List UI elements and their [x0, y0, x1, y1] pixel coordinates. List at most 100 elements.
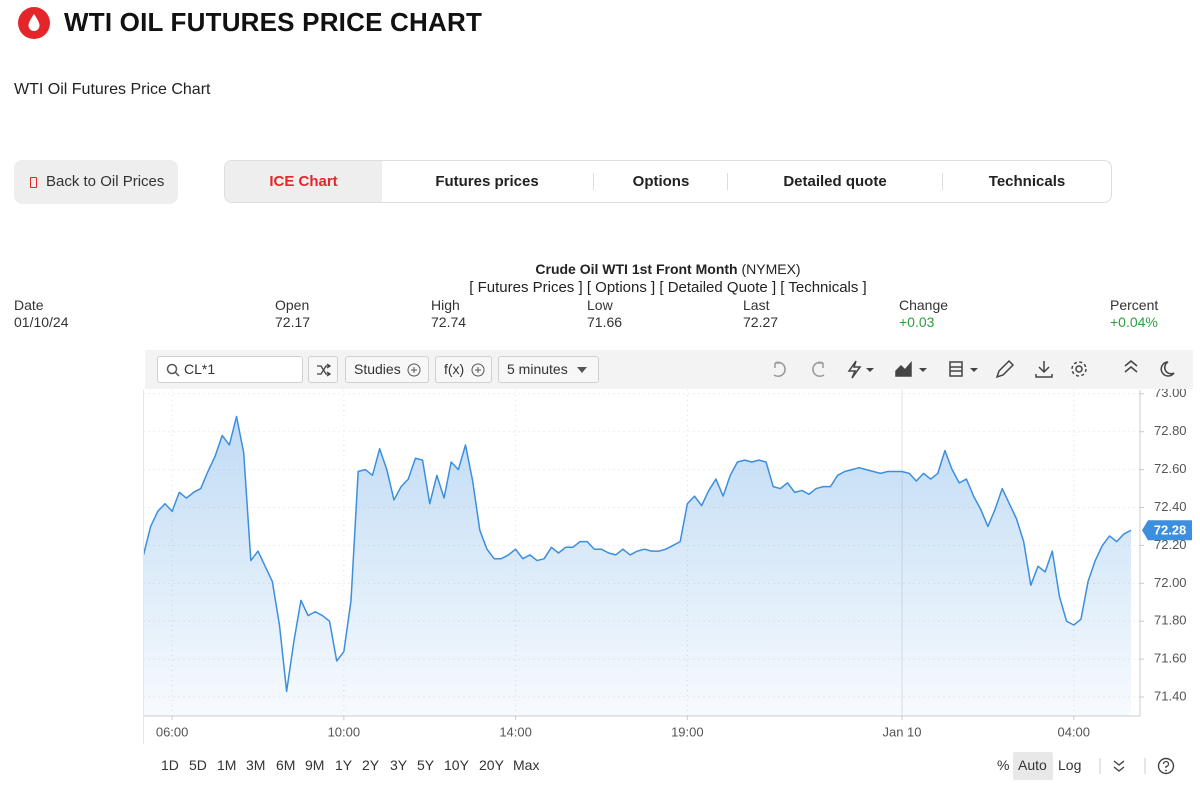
help-icon[interactable]: [1157, 757, 1175, 775]
tab[interactable]: Detailed quote: [783, 173, 887, 190]
scale-button[interactable]: %: [997, 757, 1010, 773]
compare-button[interactable]: [308, 356, 338, 383]
tab[interactable]: Technicals: [988, 173, 1066, 190]
quote-link[interactable]: [ Technicals ]: [780, 279, 867, 296]
x-tick-label: 06:00: [156, 724, 189, 739]
caret-icon: [919, 368, 927, 372]
page-title: WTI OIL FUTURES PRICE CHART: [64, 7, 483, 37]
quote-title: Crude Oil WTI 1st Front Month: [535, 261, 738, 277]
theme-icon[interactable]: [1160, 361, 1175, 377]
range-button[interactable]: 3Y: [390, 757, 408, 773]
field-value: 72.27: [743, 314, 779, 330]
auto-highlight: [1013, 752, 1053, 780]
y-tick-label: 72.20: [1154, 537, 1187, 552]
price-line: [142, 415, 1132, 693]
plus-icon: [407, 363, 421, 377]
collapse-icon[interactable]: [1124, 360, 1138, 373]
range-button[interactable]: 20Y: [479, 757, 504, 773]
tab[interactable]: Futures prices: [435, 173, 539, 190]
page-subtitle: WTI Oil Futures Price Chart: [14, 81, 211, 98]
redo-icon[interactable]: [812, 361, 825, 378]
quote-links: [ Futures Prices ] [ Options ] [ Detaile…: [0, 279, 1200, 296]
last-price-badge: [1142, 520, 1192, 541]
x-tick-label: Jan 10: [882, 724, 921, 739]
range-button[interactable]: 3M: [246, 757, 266, 773]
scale-button[interactable]: Log: [1058, 757, 1082, 773]
field-label: Open: [275, 297, 310, 313]
range-button[interactable]: 2Y: [362, 757, 380, 773]
studies-button[interactable]: Studies: [345, 356, 429, 383]
bottom-icons: [1099, 757, 1175, 775]
caret-icon: [970, 368, 978, 372]
field-label: Low: [587, 297, 613, 313]
y-tick-label: 71.80: [1154, 613, 1187, 628]
toolbar-icons: [773, 359, 1175, 379]
tab-separator: [727, 173, 728, 190]
tab[interactable]: Options: [632, 173, 690, 190]
x-tick-label: 19:00: [671, 724, 704, 739]
range-button[interactable]: 5Y: [417, 757, 435, 773]
field-label: Date: [14, 297, 44, 313]
quote-exchange: (NYMEX): [741, 261, 801, 277]
studies-label: Studies: [354, 361, 401, 377]
field-value: 72.17: [275, 314, 311, 330]
settings-icon[interactable]: [1075, 365, 1083, 373]
scale-button[interactable]: Auto: [1018, 757, 1047, 773]
back-icon: [30, 177, 37, 188]
tab[interactable]: ICE Chart: [225, 161, 382, 202]
undo-icon[interactable]: [773, 361, 786, 378]
download-icon[interactable]: [1035, 361, 1053, 378]
draw-icon[interactable]: [995, 359, 1015, 379]
interval-label: 5 minutes: [507, 361, 568, 377]
back-label: Back to Oil Prices: [46, 173, 165, 190]
symbol-input[interactable]: CL*1: [157, 356, 303, 383]
field-value: +0.04%: [1110, 314, 1158, 330]
field-value: 71.66: [587, 314, 623, 330]
tab-bar: ICE Chart Futures prices Options Detaile…: [224, 160, 1112, 203]
x-tick-label: 10:00: [328, 724, 361, 739]
range-button[interactable]: 10Y: [444, 757, 469, 773]
logo-icon: [18, 7, 50, 39]
chart-toolbar: CL*1 Studies f(x) 5 minutes: [145, 350, 1193, 389]
fx-button[interactable]: f(x): [435, 356, 492, 383]
range-button[interactable]: Max: [513, 757, 540, 773]
quote-heading: Crude Oil WTI 1st Front Month (NYMEX): [0, 261, 1200, 277]
range-button[interactable]: 1Y: [335, 757, 353, 773]
expand-icon[interactable]: [1113, 760, 1125, 772]
area: [143, 416, 1131, 716]
range-button[interactable]: 6M: [276, 757, 296, 773]
range-button[interactable]: 1M: [217, 757, 237, 773]
last-price-label: 72.28: [1154, 523, 1187, 538]
quote-link[interactable]: [ Detailed Quote ]: [659, 279, 777, 296]
range-button[interactable]: 5D: [189, 757, 207, 773]
field-value: 72.74: [431, 314, 467, 330]
shuffle-icon: [317, 363, 331, 377]
y-tick-label: 72.40: [1154, 499, 1187, 514]
chart-type-icon[interactable]: [895, 360, 912, 377]
range-button[interactable]: 9M: [305, 757, 325, 773]
fx-label: f(x): [444, 361, 465, 377]
field-label: High: [431, 297, 460, 313]
events-icon[interactable]: [847, 360, 862, 379]
field-value: 01/10/24: [14, 314, 69, 330]
field-label: Change: [899, 297, 949, 313]
interval-select[interactable]: 5 minutes: [498, 356, 599, 383]
y-tick-label: 72.00: [1154, 575, 1187, 590]
search-icon: [166, 363, 180, 377]
tab-separator: [942, 173, 943, 190]
range-button[interactable]: 1D: [161, 757, 179, 773]
quote-link[interactable]: [ Options ]: [586, 279, 656, 296]
caret-icon: [866, 368, 874, 372]
layout-icon[interactable]: [949, 361, 963, 377]
back-button[interactable]: Back to Oil Prices: [14, 160, 178, 204]
y-tick-label: 71.40: [1154, 688, 1187, 703]
quote-link[interactable]: [ Futures Prices ]: [469, 279, 583, 296]
plot-area: 71.40 71.60 71.80 72.00 72.20 72.40 72.60 72.80…: [142, 385, 1192, 744]
field-label: Last: [743, 297, 770, 313]
x-tick-label: 04:00: [1057, 724, 1090, 739]
tab-separator: [593, 173, 594, 190]
x-tick-label: 14:00: [499, 724, 532, 739]
